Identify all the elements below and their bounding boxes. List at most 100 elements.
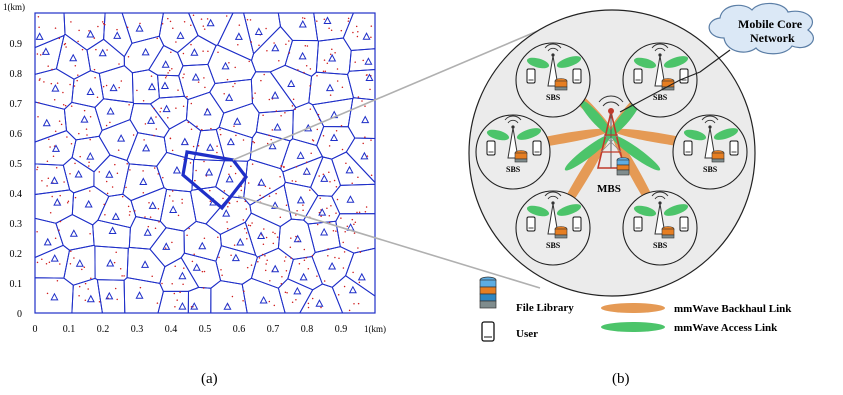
legend-access-label: mmWave Access Link	[674, 322, 778, 334]
user-dot	[69, 173, 71, 175]
sbs-triangle	[271, 264, 280, 273]
user-dot	[351, 218, 354, 221]
user-dot	[167, 17, 169, 20]
user-dot	[264, 269, 267, 272]
user-dot	[204, 86, 206, 89]
user-dot	[127, 205, 130, 208]
user-dot	[88, 161, 90, 164]
user-dot	[291, 301, 294, 303]
user-dot	[164, 247, 167, 249]
user-dot	[353, 303, 355, 305]
user-dot	[291, 105, 294, 107]
sbs-triangle	[108, 226, 117, 234]
caption-a: (a)	[201, 371, 218, 387]
user-dot	[66, 201, 69, 204]
user-dot	[114, 287, 117, 290]
sbs-triangle	[80, 115, 89, 123]
user-dot	[365, 206, 368, 208]
user-dot	[202, 25, 205, 27]
sbs-triangle	[161, 60, 170, 68]
sbs-triangle	[50, 176, 59, 184]
user-dot	[161, 23, 164, 25]
user-dot	[303, 248, 306, 251]
user-dot	[323, 280, 326, 282]
user-dot	[285, 256, 287, 258]
user-dot	[271, 129, 274, 131]
panel-b-network-diagram: SBS SBS SBS SBS SBS SBS MBS Mobile Core	[468, 2, 814, 297]
legend-user-label: User	[516, 328, 538, 340]
user-dot	[311, 254, 314, 257]
user-dot	[217, 51, 219, 54]
user-dot	[318, 175, 320, 177]
user-dot	[183, 20, 186, 23]
sbs-triangle	[190, 302, 199, 310]
user-dot	[280, 282, 283, 285]
user-dot	[203, 160, 205, 163]
user-dot	[36, 166, 39, 169]
user-dot	[37, 16, 40, 18]
user-dot	[316, 223, 319, 226]
user-dot	[188, 227, 190, 230]
user-dot	[357, 30, 359, 33]
y-tick-label: 0.2	[10, 249, 23, 260]
x-tick-label: 0.6	[233, 324, 246, 335]
user-dot	[236, 200, 238, 203]
user-dot	[320, 215, 322, 217]
user-phone-icon	[679, 68, 689, 84]
x-tick-label: 0.3	[131, 324, 144, 335]
user-dot	[158, 221, 160, 223]
user-dot	[264, 254, 266, 257]
sbs-triangle	[86, 294, 95, 303]
user-dot	[298, 262, 301, 265]
user-dot	[121, 275, 123, 277]
user-dot	[175, 41, 177, 43]
user-dot	[347, 17, 350, 20]
user-dot	[88, 29, 90, 32]
sbs-triangle	[84, 199, 93, 208]
sbs-triangle	[325, 83, 335, 92]
user-dot	[36, 53, 39, 55]
user-dot	[258, 44, 260, 46]
user-dot	[272, 242, 275, 245]
user-dot	[89, 116, 92, 118]
sbs-triangle	[203, 107, 212, 116]
sbs-label: SBS	[546, 93, 561, 102]
user-dot	[79, 155, 81, 158]
user-dot	[203, 270, 206, 273]
user-dot	[206, 18, 209, 20]
user-dot	[233, 125, 235, 128]
user-dot	[226, 227, 229, 230]
user-dot	[243, 290, 245, 292]
user-dot	[286, 291, 288, 294]
user-dot	[326, 62, 329, 64]
user-dot	[245, 232, 248, 234]
user-dot	[249, 19, 252, 21]
user-phone-icon	[486, 140, 496, 156]
sbs-triangle	[365, 73, 374, 82]
user-dot	[342, 267, 345, 269]
user-dot	[157, 173, 159, 175]
user-dot	[258, 257, 261, 259]
user-dot	[268, 195, 271, 197]
user-dot	[59, 263, 61, 265]
user-dot	[117, 149, 120, 151]
user-dot	[288, 52, 291, 54]
sbs-triangle	[148, 201, 157, 209]
user-dot	[301, 17, 304, 19]
user-dot	[182, 105, 185, 108]
user-dot	[265, 236, 268, 239]
sbs-triangle	[190, 48, 199, 56]
user-phone-icon	[633, 68, 643, 84]
user-dot	[58, 120, 61, 122]
user-dot	[366, 74, 368, 76]
user-dot	[102, 85, 105, 88]
user-dot	[257, 261, 259, 263]
user-dot	[319, 197, 321, 200]
user-dot	[154, 227, 157, 229]
sbs-triangle	[86, 87, 95, 95]
user-dot	[364, 136, 366, 138]
user-dot	[216, 151, 218, 154]
user-dot	[113, 261, 116, 264]
user-dot	[48, 261, 51, 264]
user-dot	[49, 211, 52, 214]
